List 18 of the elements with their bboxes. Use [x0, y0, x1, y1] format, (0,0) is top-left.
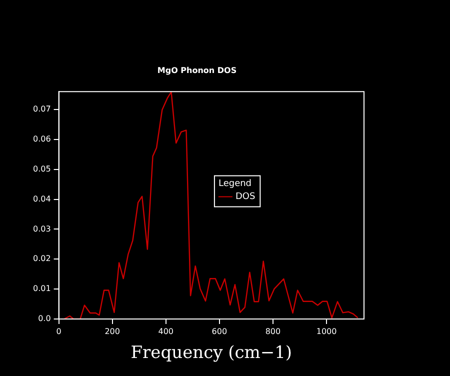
y-tick-label: 0.04 [33, 194, 51, 204]
x-tick-label: 400 [158, 326, 174, 336]
y-tick-label: 0.0 [38, 314, 51, 324]
x-tick-label: 800 [265, 326, 281, 336]
x-tick-label: 1000 [316, 326, 337, 336]
chart-title: MgO Phonon DOS [157, 66, 237, 75]
y-tick-label: 0.05 [33, 164, 51, 174]
y-tick-label: 0.02 [33, 254, 51, 264]
x-tick-label: 0 [56, 326, 62, 336]
legend-title: Legend [218, 179, 252, 190]
y-tick-label: 0.07 [33, 104, 51, 114]
x-tick-label: 200 [104, 326, 120, 336]
y-tick-label: 0.06 [33, 134, 51, 144]
y-tick-label: 0.03 [33, 224, 51, 234]
y-tick-label: 0.01 [33, 284, 51, 294]
legend-label: DOS [235, 192, 256, 202]
x-tick-label: 600 [212, 326, 228, 336]
x-axis-title: Frequency (cm−1) [130, 343, 292, 364]
